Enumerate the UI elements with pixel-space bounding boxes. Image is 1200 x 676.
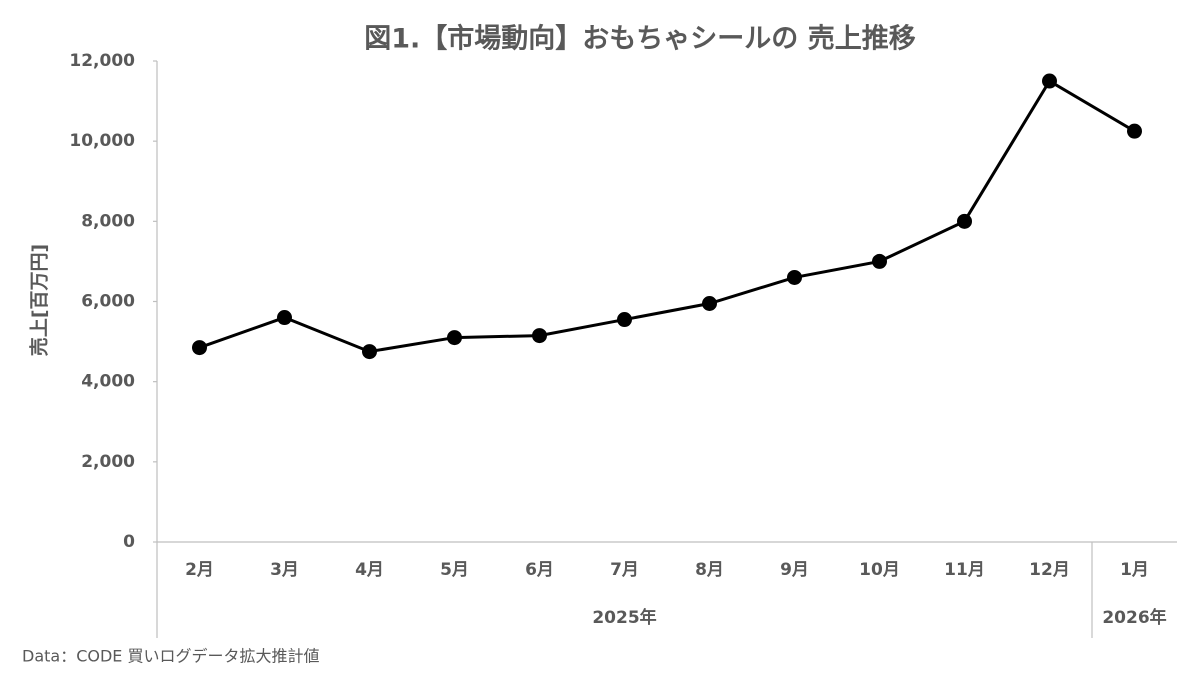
x-tick-label: 1月	[1120, 560, 1149, 580]
data-point	[447, 330, 462, 346]
y-tick-label: 2,000	[81, 452, 135, 472]
y-tick-label: 4,000	[81, 372, 135, 392]
data-point	[532, 328, 547, 344]
x-tick-label: 7月	[610, 560, 639, 580]
x-tick-label: 2月	[185, 560, 214, 580]
y-axis-label: 売上[百万円]	[28, 244, 51, 356]
data-point	[192, 340, 207, 356]
data-point	[957, 213, 972, 229]
x-tick-label: 5月	[440, 560, 469, 580]
y-tick-label: 0	[123, 532, 135, 552]
data-point	[277, 310, 292, 326]
y-tick-label: 12,000	[69, 51, 135, 71]
x-tick-label: 10月	[859, 560, 900, 580]
data-point	[1127, 123, 1142, 139]
x-group-label: 2026年	[1102, 607, 1166, 628]
y-tick-label: 6,000	[81, 292, 135, 312]
x-tick-label: 4月	[355, 560, 384, 580]
data-point	[872, 253, 887, 269]
x-tick-label: 8月	[695, 560, 724, 580]
data-point	[1042, 73, 1057, 89]
y-tick-label: 10,000	[69, 131, 135, 151]
series-line	[198, 78, 1136, 354]
x-group-label: 2025年	[592, 607, 656, 628]
data-point	[787, 269, 802, 285]
x-tick-label: 11月	[944, 560, 985, 580]
data-point	[617, 312, 632, 328]
data-point	[362, 344, 377, 360]
chart-title: 図1.【市場動向】おもちゃシールの 売上推移	[364, 23, 915, 55]
y-tick-label: 8,000	[81, 211, 135, 231]
x-tick-label: 3月	[270, 560, 299, 580]
source-note: Data：CODE 買いログデータ拡大推計値	[22, 647, 320, 666]
x-tick-label: 12月	[1029, 560, 1070, 580]
x-tick-label: 9月	[780, 560, 809, 580]
x-tick-label: 6月	[525, 560, 554, 580]
data-point	[702, 296, 717, 312]
